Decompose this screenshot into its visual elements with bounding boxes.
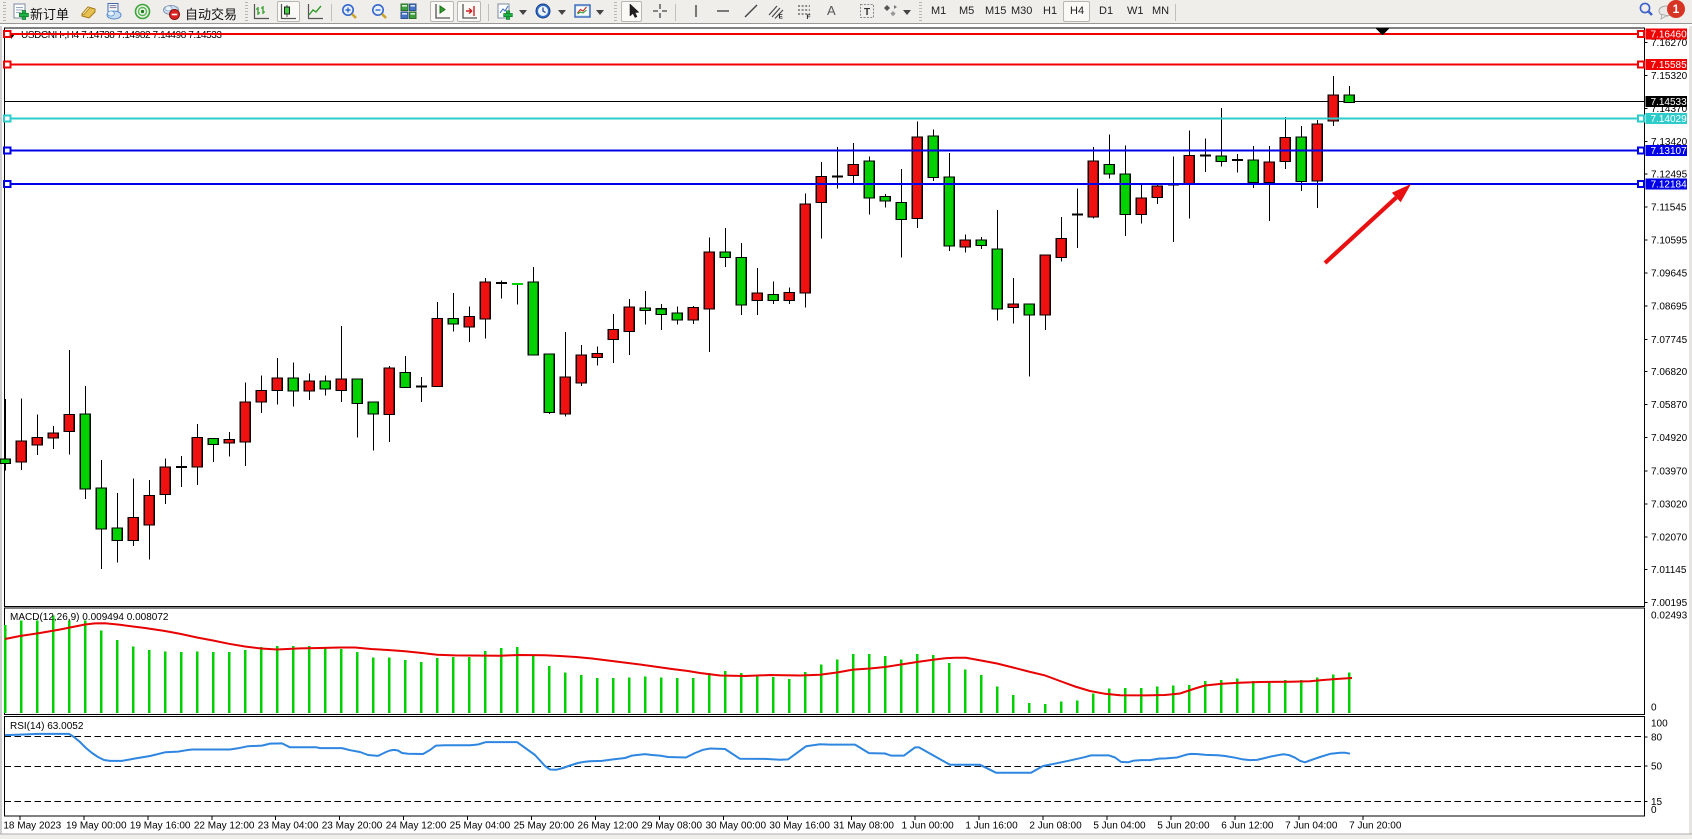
- svg-text:15: 15: [1651, 797, 1663, 808]
- svg-text:7.14533: 7.14533: [1651, 97, 1688, 108]
- svg-text:18 May 2023: 18 May 2023: [3, 821, 61, 832]
- svg-text:7.07745: 7.07745: [1651, 335, 1688, 346]
- svg-text:E: E: [779, 14, 784, 21]
- svg-text:50: 50: [1651, 762, 1663, 773]
- svg-text:7.15320: 7.15320: [1651, 71, 1688, 82]
- svg-text:0.02493: 0.02493: [1651, 611, 1688, 622]
- svg-text:25 May 20:00: 25 May 20:00: [514, 821, 575, 832]
- svg-text:5 Jun 20:00: 5 Jun 20:00: [1157, 821, 1210, 832]
- svg-text:19 May 00:00: 19 May 00:00: [66, 821, 127, 832]
- svg-text:T: T: [864, 7, 870, 18]
- svg-text:26 May 12:00: 26 May 12:00: [578, 821, 639, 832]
- svg-text:2 Jun 08:00: 2 Jun 08:00: [1029, 821, 1082, 832]
- svg-text:19 May 16:00: 19 May 16:00: [130, 821, 191, 832]
- svg-text:1 Jun 16:00: 1 Jun 16:00: [965, 821, 1018, 832]
- svg-text:7.12184: 7.12184: [1651, 180, 1688, 191]
- svg-text:7.15585: 7.15585: [1651, 60, 1688, 71]
- svg-text:23 May 04:00: 23 May 04:00: [258, 821, 319, 832]
- svg-text:100: 100: [1651, 719, 1668, 730]
- svg-text:7 Jun 20:00: 7 Jun 20:00: [1349, 821, 1402, 832]
- svg-text:MACD(12,26,9) 0.009494 0.00807: MACD(12,26,9) 0.009494 0.008072: [10, 612, 169, 623]
- svg-text:7.14370: 7.14370: [1651, 104, 1688, 115]
- svg-text:USDCNH-,H4 7.14738 7.14982 7.: USDCNH-,H4 7.14738 7.14982 7.14498 7.145…: [21, 30, 222, 41]
- svg-text:25 May 04:00: 25 May 04:00: [450, 821, 511, 832]
- svg-text:1 Jun 00:00: 1 Jun 00:00: [901, 821, 954, 832]
- svg-text:7.01145: 7.01145: [1651, 565, 1687, 576]
- svg-text:29 May 08:00: 29 May 08:00: [641, 821, 702, 832]
- svg-text:7.13107: 7.13107: [1651, 146, 1688, 157]
- svg-text:23 May 20:00: 23 May 20:00: [322, 821, 383, 832]
- svg-text:7.08695: 7.08695: [1651, 302, 1688, 313]
- svg-text:6 Jun 12:00: 6 Jun 12:00: [1221, 821, 1274, 832]
- svg-text:80: 80: [1651, 733, 1663, 744]
- svg-text:31 May 08:00: 31 May 08:00: [833, 821, 894, 832]
- svg-text:7.14029: 7.14029: [1651, 114, 1688, 125]
- svg-text:7.06820: 7.06820: [1651, 367, 1688, 378]
- svg-text:24 May 12:00: 24 May 12:00: [386, 821, 447, 832]
- svg-text:7 Jun 04:00: 7 Jun 04:00: [1285, 821, 1338, 832]
- svg-text:30 May 16:00: 30 May 16:00: [769, 821, 830, 832]
- svg-text:7.16270: 7.16270: [1651, 38, 1688, 49]
- svg-text:7.02070: 7.02070: [1651, 533, 1688, 544]
- svg-text:7.09645: 7.09645: [1651, 269, 1688, 280]
- svg-text:7.10595: 7.10595: [1651, 236, 1688, 247]
- svg-text:5 Jun 04:00: 5 Jun 04:00: [1093, 821, 1146, 832]
- svg-text:7.11545: 7.11545: [1651, 202, 1687, 213]
- svg-text:7.03970: 7.03970: [1651, 466, 1688, 477]
- svg-text:0: 0: [1651, 703, 1657, 714]
- svg-text:F: F: [807, 14, 811, 20]
- svg-text:7.12495: 7.12495: [1651, 169, 1688, 180]
- svg-text:7.04920: 7.04920: [1651, 433, 1688, 444]
- svg-text:7.03020: 7.03020: [1651, 499, 1688, 510]
- svg-text:30 May 00:00: 30 May 00:00: [705, 821, 766, 832]
- svg-text:7.00195: 7.00195: [1651, 598, 1688, 609]
- svg-text:22 May 12:00: 22 May 12:00: [194, 821, 255, 832]
- svg-text:0: 0: [1651, 805, 1657, 816]
- svg-text:7.05870: 7.05870: [1651, 400, 1688, 411]
- svg-text:7.16460: 7.16460: [1651, 30, 1688, 41]
- svg-text:RSI(14) 63.0052: RSI(14) 63.0052: [10, 721, 84, 732]
- svg-text:7.13420: 7.13420: [1651, 137, 1688, 148]
